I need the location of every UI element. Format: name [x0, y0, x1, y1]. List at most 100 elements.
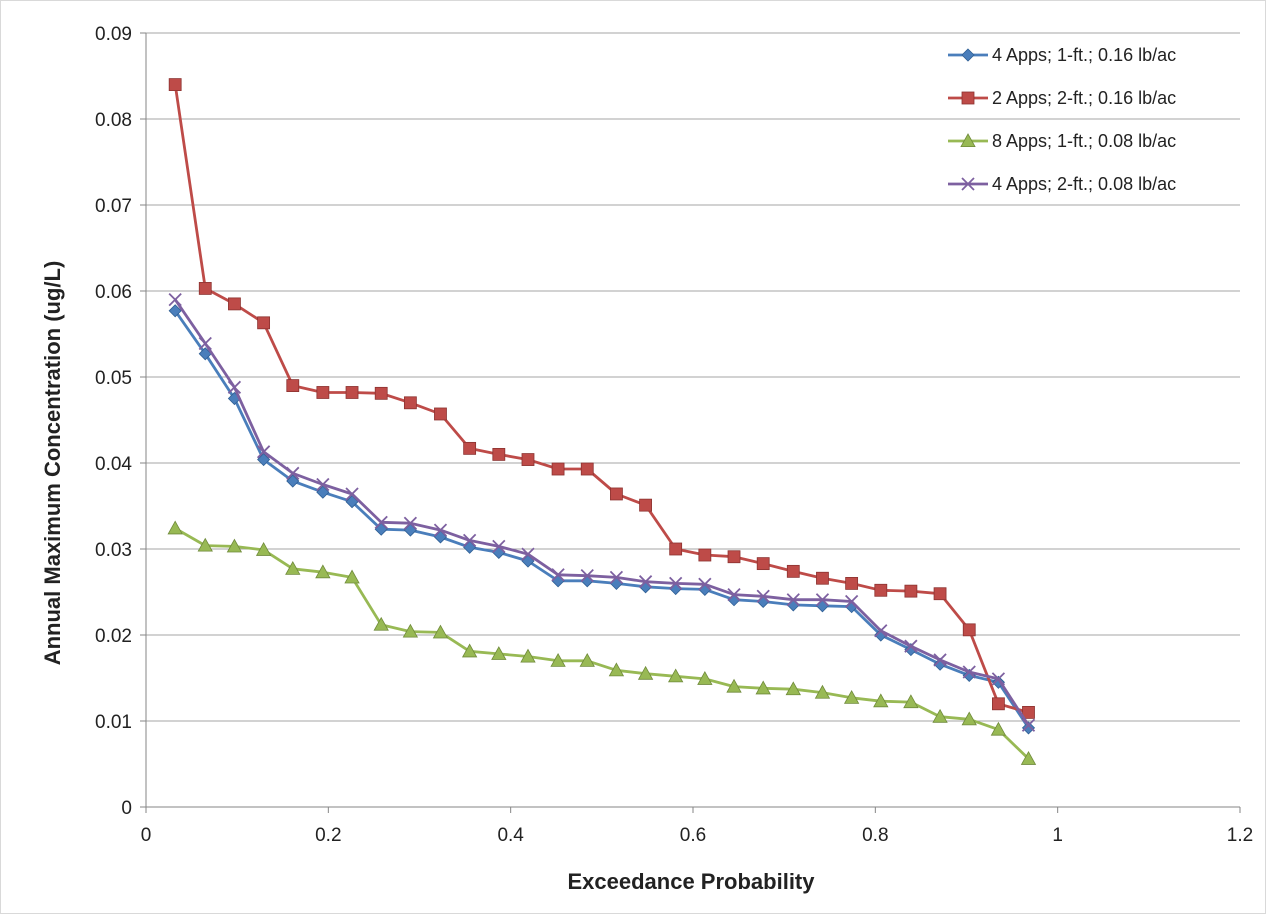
series-4-point-11-b [463, 533, 477, 548]
legend-label-3: 8 Apps; 1-ft.; 0.08 lb/ac [992, 131, 1176, 151]
series-4-point-28-b [962, 665, 976, 679]
series-2-point-11 [463, 441, 477, 455]
series-4 [168, 292, 1036, 732]
legend-label-1: 4 Apps; 1-ft.; 0.16 lb/ac [992, 45, 1176, 65]
series-4-point-14 [551, 568, 565, 582]
series-4-point-26 [904, 639, 918, 653]
x-tick-label-0.4: 0.4 [497, 825, 524, 846]
series-2-point-12 [492, 447, 506, 461]
series-1-point-5 [286, 474, 300, 488]
series-2-point-25 [874, 583, 888, 597]
series-4-point-4-b [256, 445, 271, 459]
series-4-point-8-b [374, 515, 388, 529]
series-3-point-14 [550, 652, 566, 667]
series-3-point-6 [315, 564, 331, 579]
series-3-point-16 [608, 662, 625, 677]
series-2-point-30 [1022, 706, 1035, 719]
series-2-point-21 [756, 557, 770, 571]
series-4-point-1-b [168, 292, 182, 307]
series-4-point-17 [638, 575, 653, 589]
series-3-point-7 [344, 569, 360, 584]
series-4-point-25-b [874, 624, 888, 638]
series-2-point-4 [257, 316, 271, 330]
series-4-point-23 [815, 593, 830, 607]
series-2-point-20 [727, 550, 741, 564]
x-tick-label-0.2: 0.2 [315, 825, 341, 846]
series-2-point-8 [374, 386, 388, 400]
series-3-point-17 [637, 665, 654, 680]
series-4-point-23-b [815, 593, 830, 607]
series-4-point-18 [669, 576, 683, 591]
x-tick-label-1: 1 [1052, 825, 1063, 846]
series-4-point-2 [198, 336, 212, 351]
series-3-point-3 [226, 538, 243, 553]
series-3-point-18 [667, 668, 684, 683]
x-tick-label-0.8: 0.8 [862, 825, 888, 846]
series-4-point-21-b [756, 589, 770, 603]
series-4-point-21 [756, 589, 770, 603]
legend-label-2: 2 Apps; 2-ft.; 0.16 lb/ac [992, 88, 1176, 108]
series-3-point-22 [785, 681, 801, 696]
series-3-point-28 [961, 711, 977, 726]
series-4-point-27-b [933, 653, 947, 667]
series-4-point-15 [580, 569, 594, 583]
series-3-line [174, 527, 1030, 760]
series-4-point-27 [933, 653, 947, 667]
series-4-point-3-b [227, 380, 242, 394]
legend: 4 Apps; 1-ft.; 0.16 lb/ac 2 Apps; 2-ft.; … [948, 45, 1176, 194]
series-2-point-26 [904, 584, 918, 598]
series-4-point-24-b [844, 594, 859, 609]
series-4-point-20-b [727, 587, 741, 602]
axes: 0 0.01 0.02 0.03 0.04 0.05 0.06 0.07 0.08 0.09 0 0.… [95, 24, 1253, 846]
series-3-point-1 [167, 520, 183, 535]
series-2-point-16 [610, 487, 623, 501]
series-4-point-10 [433, 523, 448, 537]
series-1-point-6 [316, 485, 330, 499]
series-4-point-13-b [521, 547, 535, 561]
series-4-point-17-b [638, 575, 653, 589]
series-4-point-10-b [433, 523, 448, 537]
series-4-point-26-b [904, 639, 918, 653]
series-3-point-25 [873, 693, 889, 708]
legend-entry-4: 4 Apps; 2-ft.; 0.08 lb/ac [948, 174, 1176, 194]
series-2-point-22 [786, 564, 800, 578]
series-2-point-7 [345, 386, 359, 399]
series-3-point-21 [755, 680, 771, 695]
series-4-point-7 [345, 487, 359, 501]
series-2-point-3 [228, 297, 241, 311]
legend-marker-2 [961, 91, 975, 105]
y-tick-label-0.08: 0.08 [95, 110, 132, 131]
series-4-point-29-b [991, 672, 1006, 686]
x-tick-label-0: 0 [141, 825, 152, 846]
series-3-point-10 [432, 624, 449, 639]
series-4-point-1 [168, 292, 182, 307]
series-4-point-25 [874, 624, 888, 638]
x-tick-label-0.6: 0.6 [680, 825, 706, 846]
series-2-point-15 [580, 462, 594, 476]
y-tick-label-0.02: 0.02 [95, 626, 132, 647]
series-2-point-19 [698, 548, 712, 562]
series-4-point-5 [286, 466, 300, 480]
series-4-point-11 [463, 533, 477, 548]
y-tick-label-0.07: 0.07 [95, 196, 132, 217]
series-4-point-29 [991, 672, 1006, 686]
series-2-point-9 [403, 396, 417, 410]
y-axis-title: Annual Maximum Concentration (ug/L) [40, 261, 65, 666]
series-4-point-6 [316, 477, 330, 492]
series-3-point-5 [285, 560, 301, 575]
y-tick-label-0.05: 0.05 [95, 368, 132, 389]
series-2-point-1 [168, 78, 182, 91]
series-3-point-11 [461, 643, 478, 658]
series-2-point-17 [639, 498, 652, 512]
y-tick-label-0.09: 0.09 [95, 24, 132, 45]
y-tick-label-0.06: 0.06 [95, 282, 132, 303]
series-3 [167, 520, 1037, 765]
series-3-point-13 [520, 648, 536, 663]
series-4-point-12 [492, 539, 506, 554]
series-2-point-10 [434, 407, 447, 421]
legend-label-4: 4 Apps; 2-ft.; 0.08 lb/ac [992, 174, 1176, 194]
series-4-point-22 [786, 593, 800, 607]
series-2-point-5 [286, 379, 300, 393]
series-4-point-30 [1021, 718, 1036, 732]
